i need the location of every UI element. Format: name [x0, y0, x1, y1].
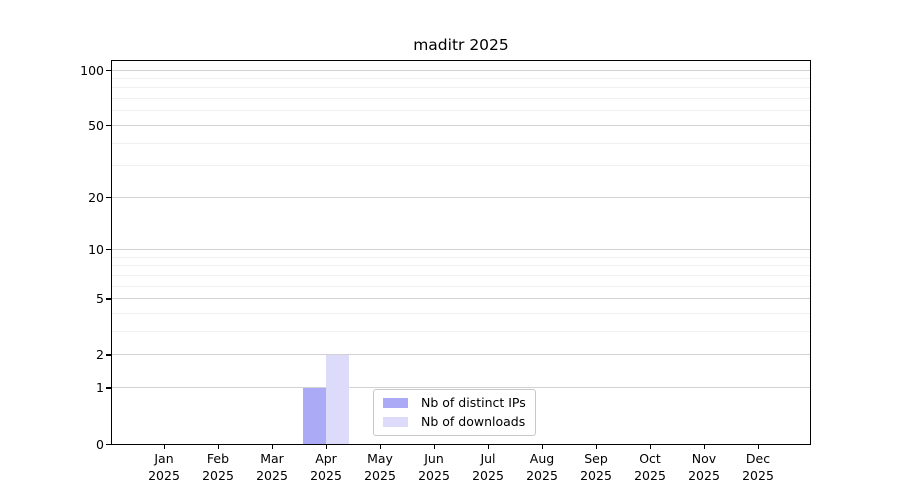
y-gridline-minor: [112, 285, 810, 287]
x-tick-label: Oct 2025: [634, 451, 666, 483]
y-gridline-minor: [112, 142, 810, 144]
x-tick-mark: [541, 445, 543, 449]
y-tick-label: 0: [96, 436, 104, 452]
y-tick-label: 1: [96, 380, 104, 396]
legend-label-downloads: Nb of downloads: [421, 414, 526, 429]
x-tick-mark: [271, 445, 273, 449]
y-gridline-minor: [112, 87, 810, 89]
chart-title: maditr 2025: [413, 36, 509, 54]
x-tick-mark: [487, 445, 489, 449]
legend-label-distinct-ips: Nb of distinct IPs: [421, 395, 526, 410]
y-tick-mark: [106, 69, 111, 71]
x-tick-mark: [163, 445, 165, 449]
legend: Nb of distinct IPs Nb of downloads: [373, 389, 536, 436]
y-gridline-major: [112, 354, 810, 356]
y-gridline-major: [112, 196, 810, 198]
y-tick-label: 100: [80, 62, 104, 78]
x-tick-label: Sep 2025: [580, 451, 612, 483]
x-tick-label: Jan 2025: [148, 451, 180, 483]
plot-area: Nb of distinct IPs Nb of downloads: [111, 60, 811, 445]
y-gridline-major: [112, 69, 810, 71]
y-tick-label: 10: [88, 242, 104, 258]
bar-downloads: [326, 354, 349, 444]
legend-item-downloads: Nb of downloads: [383, 415, 526, 429]
x-tick-label: Apr 2025: [310, 451, 342, 483]
x-tick-label: Nov 2025: [688, 451, 720, 483]
x-tick-label: May 2025: [364, 451, 396, 483]
y-gridline-minor: [112, 265, 810, 267]
y-gridline-minor: [112, 165, 810, 167]
legend-swatch-distinct-ips: [383, 398, 408, 408]
y-tick-label: 5: [96, 291, 104, 307]
y-gridline-major: [112, 124, 810, 126]
y-tick-mark: [106, 354, 111, 356]
y-tick-mark: [106, 249, 111, 251]
y-gridline-minor: [112, 98, 810, 100]
x-tick-label: Jun 2025: [418, 451, 450, 483]
legend-swatch-downloads: [383, 417, 408, 427]
legend-item-distinct-ips: Nb of distinct IPs: [383, 396, 526, 410]
x-tick-mark: [649, 445, 651, 449]
x-tick-mark: [325, 445, 327, 449]
x-tick-mark: [703, 445, 705, 449]
x-tick-mark: [379, 445, 381, 449]
y-tick-mark: [106, 387, 111, 389]
y-tick-label: 20: [88, 189, 104, 205]
x-tick-mark: [757, 445, 759, 449]
y-tick-label: 50: [88, 117, 104, 133]
y-gridline-major: [112, 249, 810, 251]
y-gridline-minor: [112, 313, 810, 315]
y-gridline-minor: [112, 256, 810, 258]
x-tick-label: Dec 2025: [742, 451, 774, 483]
x-tick-mark: [433, 445, 435, 449]
y-gridline-major: [112, 387, 810, 389]
x-tick-mark: [217, 445, 219, 449]
y-tick-label: 2: [96, 347, 104, 363]
y-gridline-minor: [112, 110, 810, 112]
x-tick-mark: [595, 445, 597, 449]
y-gridline-minor: [112, 331, 810, 333]
y-gridline-minor: [112, 275, 810, 277]
y-gridline-minor: [112, 78, 810, 80]
x-tick-label: Jul 2025: [472, 451, 504, 483]
y-gridline-major: [112, 298, 810, 300]
x-tick-label: Feb 2025: [202, 451, 234, 483]
y-tick-mark: [106, 443, 111, 445]
x-tick-label: Mar 2025: [256, 451, 288, 483]
x-tick-label: Aug 2025: [526, 451, 558, 483]
y-tick-mark: [106, 124, 111, 127]
bar-distinct-ips: [303, 387, 326, 444]
y-tick-mark: [106, 196, 111, 199]
y-tick-mark: [106, 298, 111, 300]
